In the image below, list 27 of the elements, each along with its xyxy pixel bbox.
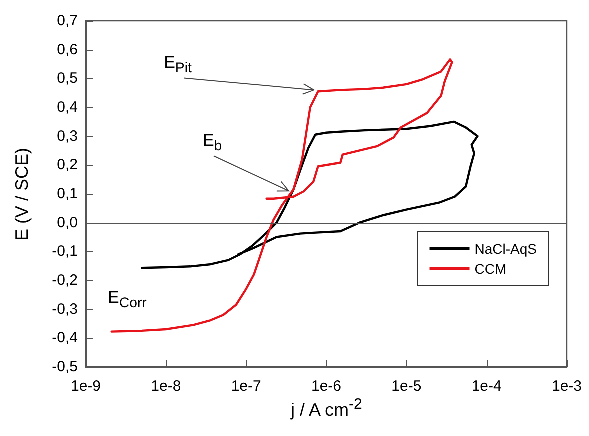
y-tick-label: 0,5 [57, 70, 78, 88]
y-tick-label: 0,4 [57, 99, 78, 116]
y-tick-label: 0,1 [57, 186, 78, 202]
x-tick-label: 1e-6 [311, 378, 342, 395]
x-tick-label: 1e-9 [70, 378, 102, 395]
x-tick-label: 1e-5 [392, 378, 422, 395]
legend-label: NaCl-AqS [474, 241, 538, 257]
y-tick-label: -0,2 [52, 272, 78, 289]
y-tick-label: 0,7 [57, 12, 78, 30]
annotation: E$_{Pit}$ [164, 53, 192, 77]
annotation: E$_{Corr}$ [108, 288, 147, 312]
y-tick-label: -0,4 [52, 330, 78, 347]
x-tick-label: 1e-8 [151, 378, 182, 395]
legend-label: CCM [474, 261, 507, 277]
y-tick-label: -0,3 [52, 300, 78, 318]
x-tick-label: 1e-7 [231, 378, 262, 395]
y-tick-label: 0,6 [57, 41, 78, 58]
y-axis-title: E (V / SCE) [12, 147, 33, 241]
y-tick-label: 0,3 [57, 128, 78, 145]
y-tick-label: 0,0 [57, 214, 78, 232]
y-tick-label: 0,2 [57, 156, 78, 174]
x-tick-label: 1e-3 [552, 378, 582, 395]
y-tick-label: -0,5 [52, 358, 78, 376]
y-tick-label: -0,1 [52, 243, 78, 260]
x-tick-label: 1e-4 [472, 378, 502, 395]
x-axis-title: j / A cm$^{-2}$ [291, 396, 362, 421]
annotation: E$_{b}$ [202, 131, 222, 154]
